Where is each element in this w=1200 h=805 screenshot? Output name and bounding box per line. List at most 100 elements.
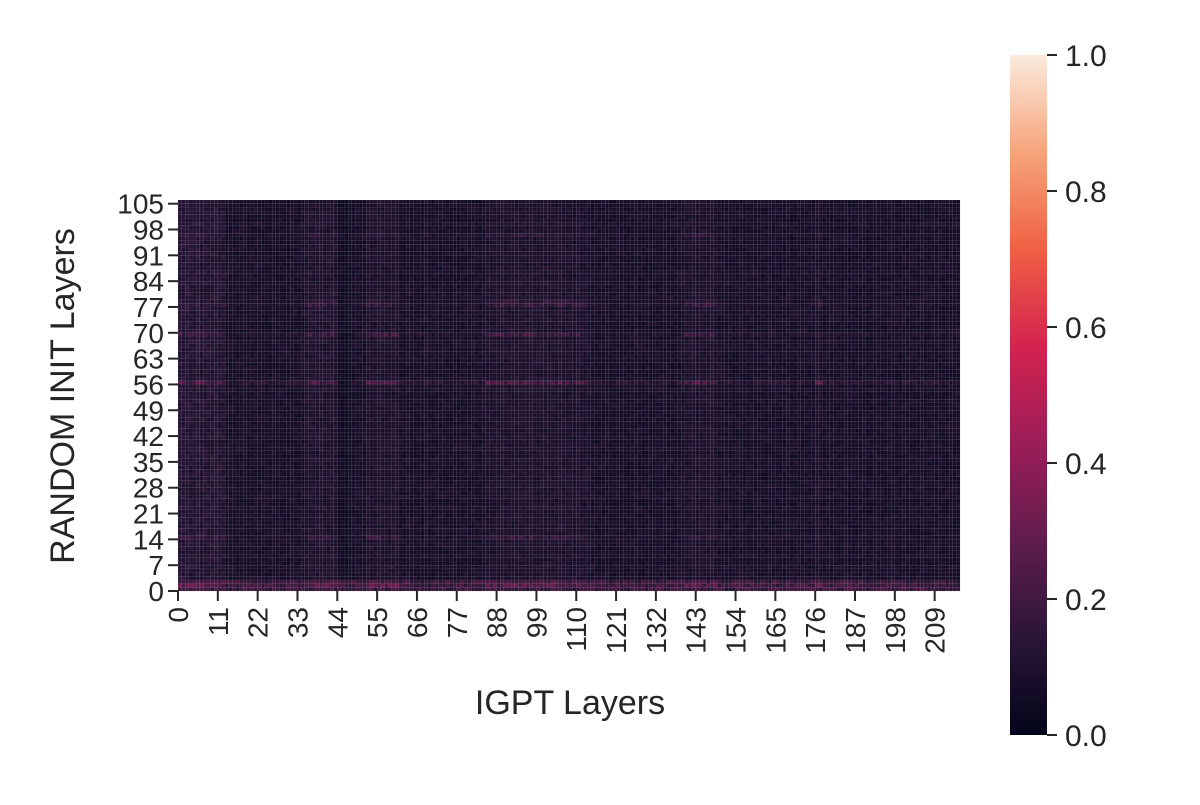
heatmap-cell bbox=[326, 587, 331, 592]
heatmap-cell bbox=[634, 579, 638, 584]
heatmap-cell bbox=[456, 506, 461, 510]
heatmap-cell bbox=[688, 572, 693, 577]
heatmap-cell bbox=[760, 583, 765, 588]
heatmap-cell bbox=[829, 554, 834, 558]
heatmap-cell bbox=[282, 543, 287, 547]
heatmap-cell bbox=[453, 587, 457, 592]
heatmap-cell bbox=[308, 517, 312, 521]
heatmap-cell bbox=[282, 517, 287, 521]
heatmap-cell bbox=[797, 568, 801, 573]
heatmap-cell bbox=[485, 546, 490, 551]
heatmap-cell bbox=[931, 554, 935, 558]
heatmap-cell bbox=[891, 531, 895, 536]
heatmap-cell bbox=[630, 546, 635, 551]
heatmap-cell bbox=[199, 524, 204, 529]
heatmap-cell bbox=[239, 546, 244, 551]
heatmap-cell bbox=[471, 543, 475, 547]
heatmap-cell bbox=[847, 565, 852, 569]
heatmap-cell bbox=[431, 557, 436, 562]
heatmap-cell bbox=[322, 546, 327, 551]
heatmap-cell bbox=[232, 506, 236, 510]
heatmap-cell bbox=[713, 565, 718, 569]
heatmap-cell bbox=[840, 557, 845, 562]
heatmap-cell bbox=[699, 579, 703, 584]
heatmap-cell bbox=[873, 572, 877, 577]
heatmap-cell bbox=[873, 520, 877, 525]
heatmap-cell bbox=[272, 524, 276, 529]
heatmap-cell bbox=[250, 546, 255, 551]
heatmap-cell bbox=[243, 554, 247, 558]
heatmap-cell bbox=[196, 506, 200, 510]
heatmap-cell bbox=[217, 517, 222, 521]
heatmap-cell bbox=[916, 509, 921, 514]
heatmap-cell bbox=[688, 513, 693, 518]
heatmap-cell bbox=[876, 543, 881, 547]
heatmap-cell bbox=[442, 568, 446, 573]
heatmap-cell bbox=[945, 554, 950, 558]
heatmap-cell bbox=[217, 539, 222, 544]
heatmap-cell bbox=[583, 520, 588, 525]
heatmap-cell bbox=[449, 520, 454, 525]
heatmap-cell bbox=[348, 524, 352, 529]
heatmap-cell bbox=[721, 517, 725, 521]
heatmap-cell bbox=[275, 506, 280, 510]
heatmap-cell bbox=[597, 520, 602, 525]
heatmap-cell bbox=[641, 546, 646, 551]
heatmap-cell bbox=[811, 528, 816, 533]
heatmap-cell bbox=[927, 579, 932, 584]
heatmap-cell bbox=[250, 554, 255, 558]
heatmap-cell bbox=[702, 568, 707, 573]
heatmap-cell bbox=[844, 535, 848, 540]
heatmap-cell bbox=[438, 531, 443, 536]
heatmap-cell bbox=[427, 506, 432, 510]
heatmap-cell bbox=[702, 557, 707, 562]
heatmap-cell bbox=[217, 546, 222, 551]
heatmap-cell bbox=[409, 509, 414, 514]
heatmap-cell bbox=[511, 557, 515, 562]
heatmap-cell bbox=[876, 517, 881, 521]
heatmap-cell bbox=[445, 513, 450, 518]
heatmap-cell bbox=[753, 561, 758, 566]
heatmap-cell bbox=[387, 535, 392, 540]
heatmap-cell bbox=[626, 524, 631, 529]
heatmap-cell bbox=[514, 517, 519, 521]
heatmap-cell bbox=[931, 520, 935, 525]
heatmap-cell bbox=[373, 517, 378, 521]
heatmap-cell bbox=[836, 550, 841, 555]
heatmap-cell bbox=[826, 528, 830, 533]
heatmap-cell bbox=[275, 531, 280, 536]
heatmap-cell bbox=[384, 531, 389, 536]
heatmap-cell bbox=[206, 535, 211, 540]
heatmap-cell bbox=[572, 524, 577, 529]
heatmap-cell bbox=[956, 535, 961, 540]
heatmap-cell bbox=[883, 543, 888, 547]
heatmap-cell bbox=[420, 565, 425, 569]
heatmap-cell bbox=[681, 579, 685, 584]
heatmap-cell bbox=[529, 587, 533, 592]
heatmap-cell bbox=[471, 554, 475, 558]
heatmap-cell bbox=[757, 546, 761, 551]
heatmap-cell bbox=[275, 557, 280, 562]
heatmap-cell bbox=[424, 520, 428, 525]
heatmap-cell bbox=[764, 565, 769, 569]
heatmap-cell bbox=[558, 561, 562, 566]
heatmap-cell bbox=[891, 539, 895, 544]
heatmap-cell bbox=[304, 583, 309, 588]
heatmap-cell bbox=[330, 517, 334, 521]
heatmap-cell bbox=[645, 576, 649, 580]
heatmap-cell bbox=[869, 509, 874, 514]
heatmap-cell bbox=[496, 587, 501, 592]
heatmap-cell bbox=[938, 576, 942, 580]
heatmap-cell bbox=[485, 550, 490, 555]
heatmap-cell bbox=[768, 543, 772, 547]
heatmap-cell bbox=[579, 506, 584, 510]
heatmap-cell bbox=[387, 587, 392, 592]
heatmap-cell bbox=[742, 583, 747, 588]
heatmap-cell bbox=[952, 520, 957, 525]
heatmap-cell bbox=[492, 546, 497, 551]
heatmap-cell bbox=[196, 579, 200, 584]
heatmap-cell bbox=[887, 546, 892, 551]
heatmap-cell bbox=[822, 528, 827, 533]
heatmap-cell bbox=[818, 509, 823, 514]
heatmap-cell bbox=[489, 520, 494, 525]
